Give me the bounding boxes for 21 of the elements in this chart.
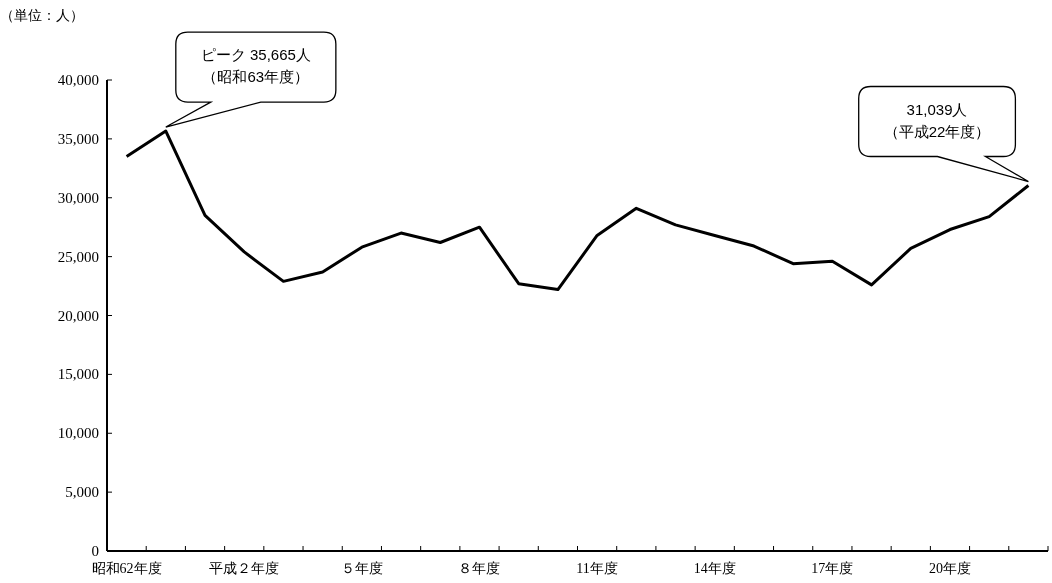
x-tick-label: ５年度	[340, 561, 383, 576]
x-tick-label: ８年度	[458, 561, 501, 576]
annotation: 31,039人	[906, 100, 968, 118]
x-tick-label: 平成２年度	[209, 561, 280, 576]
y-tick-label: 25,000	[57, 248, 99, 265]
x-tick-label: 14年度	[693, 561, 736, 576]
y-tick-label: 0	[91, 543, 99, 559]
y-axis-title: （単位：人）	[0, 8, 84, 23]
x-tick-label: 昭和62年度	[91, 561, 162, 576]
y-tick-label: 20,000	[57, 307, 99, 324]
x-tick-label: 17年度	[811, 561, 854, 576]
y-tick-label: 30,000	[57, 189, 99, 206]
annotation: （平成22年度）	[883, 122, 991, 140]
y-tick-label: 35,000	[57, 130, 99, 147]
y-tick-label: 40,000	[57, 72, 99, 88]
y-tick-label: 15,000	[57, 366, 99, 383]
x-tick-label: 20年度	[928, 561, 971, 576]
x-tick-label: 11年度	[576, 561, 618, 576]
y-tick-label: 10,000	[57, 425, 99, 442]
annotation: （昭和63年度）	[202, 68, 310, 86]
y-tick-label: 5,000	[65, 484, 99, 501]
